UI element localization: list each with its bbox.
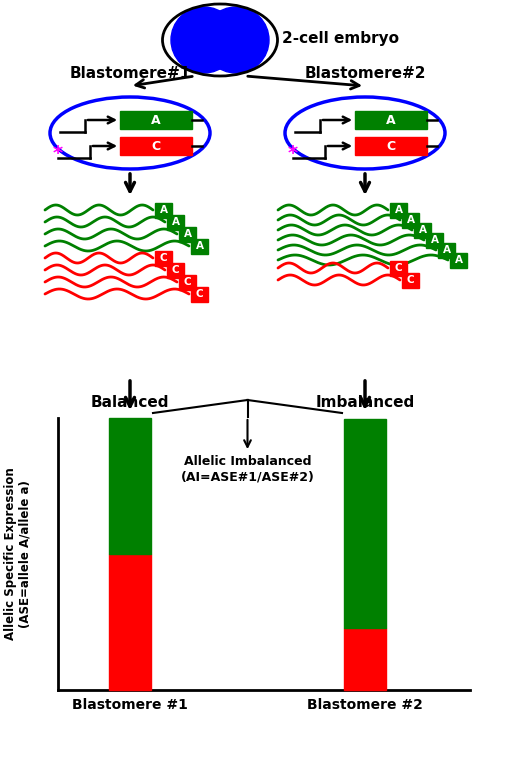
Bar bbox=[390, 261, 407, 275]
Bar bbox=[344, 419, 386, 628]
Text: A: A bbox=[442, 245, 451, 255]
Text: A: A bbox=[172, 217, 180, 227]
Text: A: A bbox=[196, 241, 203, 251]
Text: C: C bbox=[407, 275, 414, 285]
Bar bbox=[109, 418, 151, 554]
Text: C: C bbox=[395, 263, 402, 273]
Text: Blastomere#1: Blastomere#1 bbox=[69, 66, 190, 81]
Text: C: C bbox=[184, 277, 191, 287]
Text: C: C bbox=[387, 139, 396, 152]
Text: Blastomere#2: Blastomere#2 bbox=[304, 66, 426, 81]
Bar bbox=[344, 628, 386, 690]
Text: A: A bbox=[407, 215, 415, 225]
Text: C: C bbox=[160, 253, 167, 263]
Text: Blastomere #2: Blastomere #2 bbox=[307, 698, 423, 712]
Bar bbox=[438, 243, 455, 258]
Text: A: A bbox=[160, 205, 167, 215]
Bar bbox=[155, 202, 172, 218]
Bar bbox=[167, 215, 184, 230]
Text: C: C bbox=[172, 265, 179, 275]
Text: Allelic Specific Expression
(ASE=allele A/allele a): Allelic Specific Expression (ASE=allele … bbox=[4, 468, 32, 641]
Bar bbox=[426, 233, 443, 248]
Text: Blastomere #1: Blastomere #1 bbox=[72, 698, 188, 712]
Text: *: * bbox=[53, 143, 63, 162]
Text: A: A bbox=[431, 235, 438, 245]
Bar bbox=[355, 111, 427, 129]
Text: Balanced: Balanced bbox=[91, 395, 169, 410]
Bar bbox=[402, 272, 419, 287]
Text: A: A bbox=[455, 255, 462, 265]
Bar bbox=[450, 252, 467, 268]
Text: C: C bbox=[152, 139, 161, 152]
Circle shape bbox=[171, 7, 237, 73]
Text: A: A bbox=[386, 114, 396, 127]
Bar bbox=[414, 223, 431, 237]
Text: A: A bbox=[151, 114, 161, 127]
Text: C: C bbox=[196, 289, 203, 299]
Text: A: A bbox=[418, 225, 426, 235]
Bar bbox=[120, 111, 192, 129]
Text: A: A bbox=[183, 229, 191, 239]
Circle shape bbox=[203, 7, 269, 73]
Bar bbox=[390, 202, 407, 218]
Bar bbox=[402, 212, 419, 227]
Text: 2-cell embryo: 2-cell embryo bbox=[282, 30, 399, 45]
Bar bbox=[179, 274, 196, 290]
Bar bbox=[155, 250, 172, 265]
Bar bbox=[191, 239, 208, 253]
Bar bbox=[179, 227, 196, 242]
Bar bbox=[109, 554, 151, 690]
Text: Allelic Imbalanced
(AI=ASE#1/ASE#2): Allelic Imbalanced (AI=ASE#1/ASE#2) bbox=[181, 455, 314, 483]
Text: Imbalanced: Imbalanced bbox=[315, 395, 415, 410]
Bar bbox=[191, 287, 208, 302]
Bar bbox=[120, 137, 192, 155]
Bar bbox=[167, 262, 184, 277]
Text: *: * bbox=[288, 143, 298, 162]
Bar bbox=[355, 137, 427, 155]
Text: A: A bbox=[395, 205, 402, 215]
